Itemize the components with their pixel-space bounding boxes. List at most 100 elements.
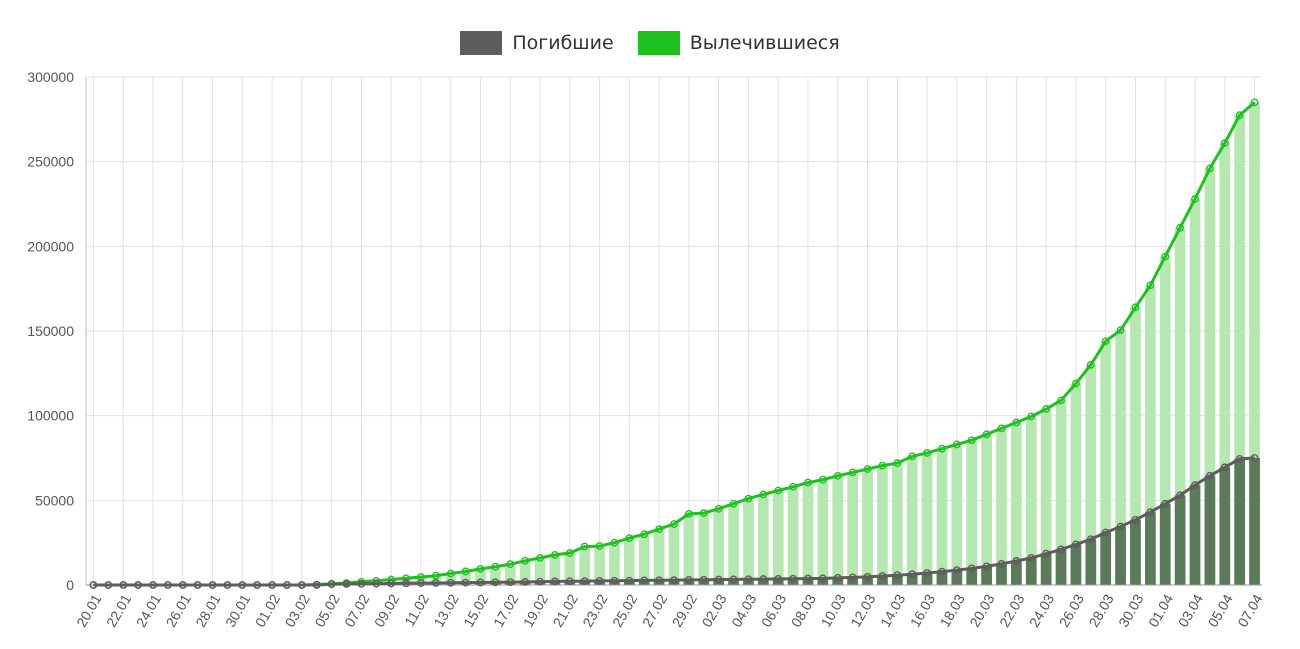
point-deaths <box>357 579 366 588</box>
point-recovered <box>1012 418 1021 427</box>
bar-recovered <box>623 538 635 585</box>
point-deaths <box>640 576 649 585</box>
legend-item-deaths[interactable]: Погибшие <box>460 31 614 55</box>
point-recovered <box>818 475 827 484</box>
point-recovered <box>595 542 604 550</box>
bar-deaths <box>891 575 903 585</box>
bar-deaths <box>1130 519 1141 585</box>
point-deaths <box>833 573 842 582</box>
point-deaths <box>938 567 946 576</box>
bar-deaths <box>1249 458 1260 585</box>
y-tick-label: 250000 <box>27 154 74 170</box>
x-tick-label: 14.03 <box>877 591 908 630</box>
point-recovered <box>744 494 753 503</box>
point-deaths <box>506 578 515 587</box>
x-tick-label: 13.02 <box>430 591 461 630</box>
bar-deaths <box>1219 467 1231 585</box>
point-recovered <box>789 482 797 491</box>
x-tick-label: 16.03 <box>907 591 938 630</box>
bar-recovered <box>1011 422 1022 585</box>
point-deaths <box>1042 549 1051 558</box>
bar-recovered <box>1204 168 1216 585</box>
point-recovered <box>565 549 574 557</box>
point-deaths <box>714 575 723 584</box>
point-deaths <box>863 572 872 581</box>
point-deaths <box>789 574 797 583</box>
point-deaths <box>1131 515 1140 524</box>
point-deaths <box>744 575 753 584</box>
bar-recovered <box>504 564 516 585</box>
legend-item-recovered[interactable]: Вылечившиеся <box>637 31 840 55</box>
x-tick-label: 29.02 <box>669 591 700 630</box>
point-recovered <box>670 520 678 528</box>
x-tick-label: 26.01 <box>162 591 193 630</box>
point-deaths <box>327 580 336 589</box>
point-recovered <box>863 465 872 473</box>
bar-deaths <box>1174 495 1186 585</box>
point-recovered <box>878 461 887 470</box>
point-deaths <box>119 581 128 589</box>
point-recovered <box>1205 164 1214 173</box>
x-tick-label: 21.02 <box>550 591 581 630</box>
point-deaths <box>1176 491 1185 500</box>
point-deaths <box>312 581 321 589</box>
bar-deaths <box>534 581 546 585</box>
bar-deaths <box>1040 553 1052 585</box>
point-deaths <box>923 569 931 577</box>
bar-deaths <box>579 581 591 585</box>
x-tick-label: 20.03 <box>966 591 997 630</box>
y-tick-label: 200000 <box>27 238 74 254</box>
point-deaths <box>967 564 976 573</box>
point-recovered <box>446 569 455 578</box>
point-deaths <box>193 581 202 589</box>
bar-recovered <box>549 554 561 585</box>
bar-recovered <box>743 498 754 585</box>
point-deaths <box>610 576 619 585</box>
bar-recovered <box>847 472 858 585</box>
point-recovered <box>1235 111 1244 120</box>
point-deaths <box>342 580 351 588</box>
bar-deaths <box>549 581 561 585</box>
point-deaths <box>1146 508 1155 517</box>
point-deaths <box>446 578 455 587</box>
bar-deaths <box>594 580 605 585</box>
chart-legend: Погибшие Вылечившиеся <box>0 30 1300 56</box>
x-tick-label: 02.03 <box>698 591 729 630</box>
bar-recovered <box>1249 102 1260 586</box>
point-deaths <box>1012 557 1021 565</box>
bar-recovered <box>1100 341 1112 585</box>
x-tick-label: 01.02 <box>252 591 283 630</box>
bar-deaths <box>638 580 650 585</box>
point-deaths <box>372 579 381 588</box>
bar-deaths <box>1011 560 1022 585</box>
point-deaths <box>1161 499 1170 508</box>
point-recovered <box>476 565 485 573</box>
x-tick-label: 04.03 <box>728 591 759 630</box>
y-tick-label: 50000 <box>35 492 74 508</box>
point-deaths <box>848 573 857 582</box>
point-recovered <box>1027 412 1036 421</box>
point-recovered <box>1072 379 1080 388</box>
point-recovered <box>1101 337 1110 346</box>
y-tick-label: 0 <box>66 577 74 593</box>
bar-recovered <box>653 529 665 585</box>
bar-recovered <box>475 568 486 585</box>
point-deaths <box>1205 471 1214 480</box>
bar-recovered <box>951 444 963 585</box>
point-deaths <box>1235 454 1244 463</box>
bar-recovered <box>936 448 948 585</box>
point-deaths <box>1086 535 1095 544</box>
point-recovered <box>908 452 917 461</box>
point-recovered <box>714 504 723 513</box>
bar-recovered <box>1085 364 1097 585</box>
point-deaths <box>104 581 113 589</box>
legend-label-recovered: Вылечившиеся <box>689 32 840 54</box>
x-tick-label: 20.01 <box>73 591 104 630</box>
point-deaths <box>774 575 783 583</box>
point-deaths <box>253 581 262 589</box>
line-deaths <box>93 456 1255 587</box>
bar-recovered <box>817 479 829 585</box>
point-recovered <box>506 560 515 569</box>
bar-recovered <box>460 571 471 585</box>
bar-recovered <box>787 486 799 585</box>
